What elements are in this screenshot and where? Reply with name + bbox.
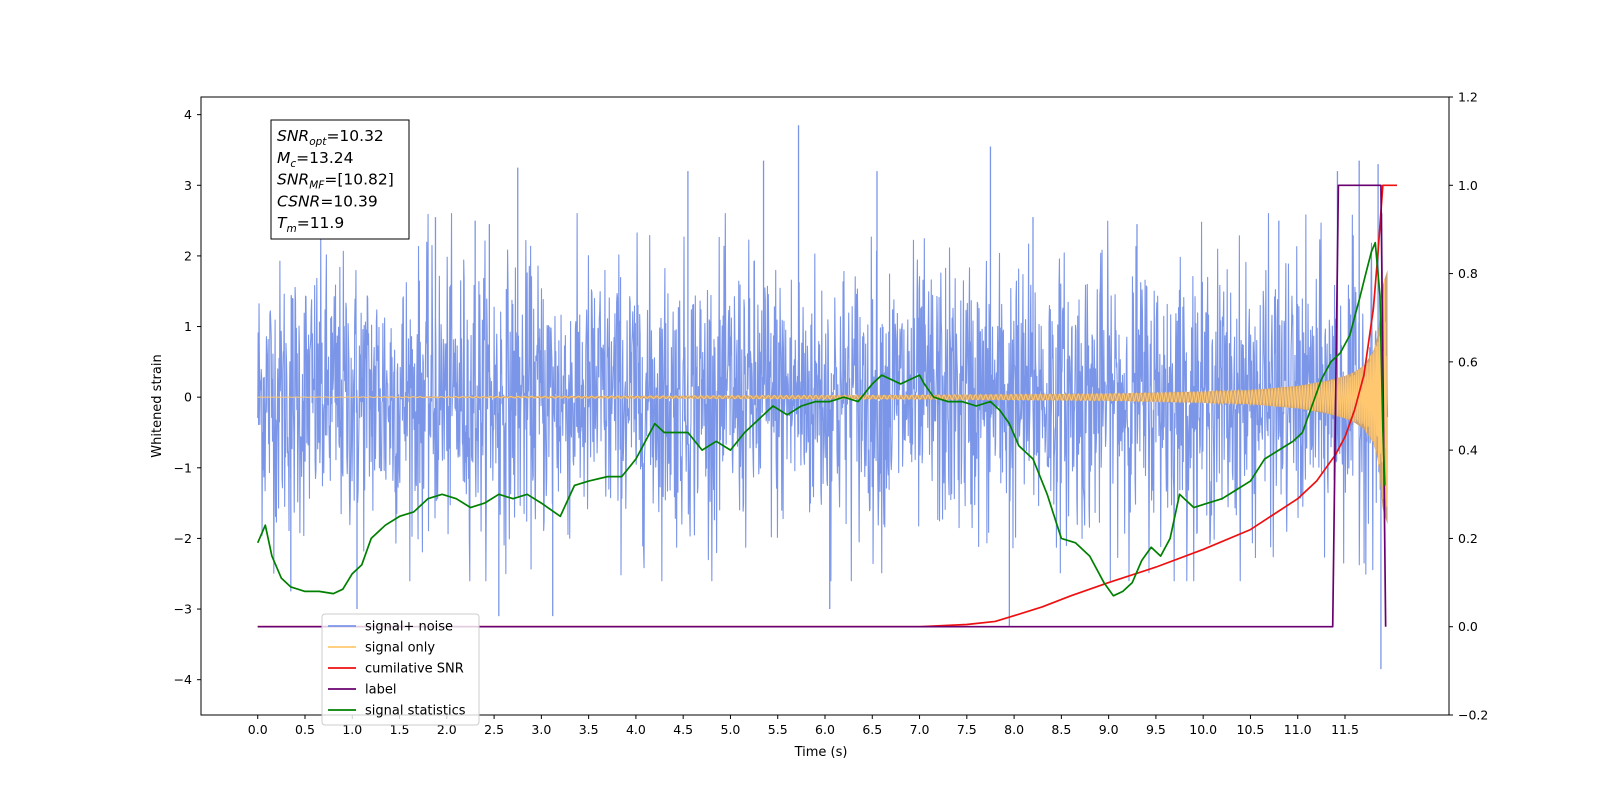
x-tick-label: 9.0 — [1099, 722, 1119, 737]
annotation-value: =13.24 — [296, 149, 353, 167]
annotation-subscript: c — [290, 158, 296, 170]
legend-label: cumilative SNR — [365, 662, 464, 677]
x-tick-label: 3.0 — [531, 722, 551, 737]
annotation-value: =[10.82] — [324, 171, 393, 189]
legend-label: label — [365, 683, 396, 698]
x-tick-label: 0.5 — [295, 722, 315, 737]
series-cumulative-snr — [257, 184, 1397, 628]
y-tick-label-left: 1 — [184, 319, 192, 334]
y-axis-left: −4 −3 −2 −1 0 1 2 3 4 — [174, 107, 201, 687]
annotation-box: SNRopt=10.32Mc=13.24SNRMF=[10.82]CSNR=10… — [270, 119, 410, 240]
series-signal-noise — [257, 212, 1389, 582]
annotation-line: SNRopt=10.32 — [277, 127, 384, 148]
legend-label: signal statistics — [365, 704, 466, 719]
legend-frame — [321, 613, 480, 726]
y-axis-label-left: Whitened strain — [150, 354, 165, 457]
annotation-value: =11.9 — [297, 214, 345, 232]
annotation-symbol: SNR — [277, 127, 309, 145]
x-tick-label: 7.0 — [910, 722, 930, 737]
y-tick-label-right: 1.0 — [1458, 178, 1478, 193]
y-tick-label-right: 0.4 — [1458, 443, 1478, 458]
series-layer — [256, 125, 1397, 670]
y-tick-label-left: −2 — [174, 531, 192, 546]
x-tick-label: 4.0 — [626, 722, 646, 737]
annotation-subscript: opt — [309, 136, 327, 148]
x-tick-label: 6.5 — [862, 722, 882, 737]
x-tick-label: 11.0 — [1284, 722, 1312, 737]
x-axis-label: Time (s) — [794, 745, 848, 760]
x-tick-label: 5.0 — [721, 722, 741, 737]
x-tick-label: 8.5 — [1051, 722, 1071, 737]
annotation-line: SNRMF=[10.82] — [277, 171, 394, 192]
annotation-subscript: MF — [309, 180, 325, 192]
series-signal-statistics — [256, 241, 1386, 597]
series-signal-only — [257, 279, 1389, 508]
y-tick-label-left: 2 — [184, 248, 192, 263]
x-tick-label: 3.5 — [579, 722, 599, 737]
y-tick-label-right: 0.6 — [1458, 354, 1478, 369]
annotation-symbol: CSNR — [277, 192, 320, 210]
y-tick-label-left: −1 — [174, 460, 192, 475]
annotation-value: =10.39 — [320, 192, 377, 210]
x-tick-label: 7.5 — [957, 722, 977, 737]
legend-label: signal only — [365, 641, 435, 656]
x-tick-label: 6.0 — [815, 722, 835, 737]
annotation-value: =10.32 — [326, 127, 383, 145]
y-tick-label-left: 4 — [184, 107, 192, 122]
x-tick-label: 2.0 — [437, 722, 457, 737]
legend-label: signal+ noise — [365, 620, 453, 635]
series-label — [257, 184, 1387, 628]
x-tick-label: 11.5 — [1331, 722, 1359, 737]
annotation-line: CSNR=10.39 — [277, 192, 378, 210]
y-tick-label-right: 1.2 — [1458, 90, 1478, 105]
annotation-subscript: m — [286, 223, 296, 235]
y-axis-right: −0.2 0.0 0.2 0.4 0.6 0.8 1.0 1.2 — [1449, 90, 1488, 723]
legend: signal+ noise signal only cumilative SNR la… — [321, 613, 480, 726]
y-tick-label-left: 0 — [184, 390, 192, 405]
x-tick-label: 10.5 — [1237, 722, 1265, 737]
x-tick-label: 2.5 — [484, 722, 504, 737]
annotation-frame — [270, 119, 410, 240]
x-tick-label: 4.5 — [673, 722, 693, 737]
y-tick-label-right: 0.0 — [1458, 619, 1478, 634]
y-tick-label-left: −3 — [174, 602, 192, 617]
y-tick-label-right: 0.2 — [1458, 531, 1478, 546]
x-tick-label: 10.0 — [1189, 722, 1217, 737]
y-tick-label-right: 0.8 — [1458, 266, 1478, 281]
annotation-line: Tm=11.9 — [277, 214, 344, 235]
x-tick-label: 9.5 — [1146, 722, 1166, 737]
x-tick-label: 0.0 — [248, 722, 268, 737]
x-tick-label: 5.5 — [768, 722, 788, 737]
annotation-symbol: SNR — [277, 171, 309, 189]
x-tick-label: 1.0 — [342, 722, 362, 737]
x-tick-label: 1.5 — [390, 722, 410, 737]
x-axis: 0.0 0.5 1.0 1.5 2.0 2.5 3.0 3.5 4.0 4.5 5.0 5.5 6.0 6… — [248, 715, 1359, 737]
y-tick-label-right: −0.2 — [1458, 708, 1488, 723]
x-tick-label: 8.0 — [1004, 722, 1024, 737]
y-tick-label-left: −4 — [174, 672, 192, 687]
annotation-symbol: M — [277, 149, 290, 167]
y-tick-label-left: 3 — [184, 178, 192, 193]
annotation-line: Mc=13.24 — [277, 149, 354, 170]
annotation-symbol: T — [277, 214, 288, 232]
